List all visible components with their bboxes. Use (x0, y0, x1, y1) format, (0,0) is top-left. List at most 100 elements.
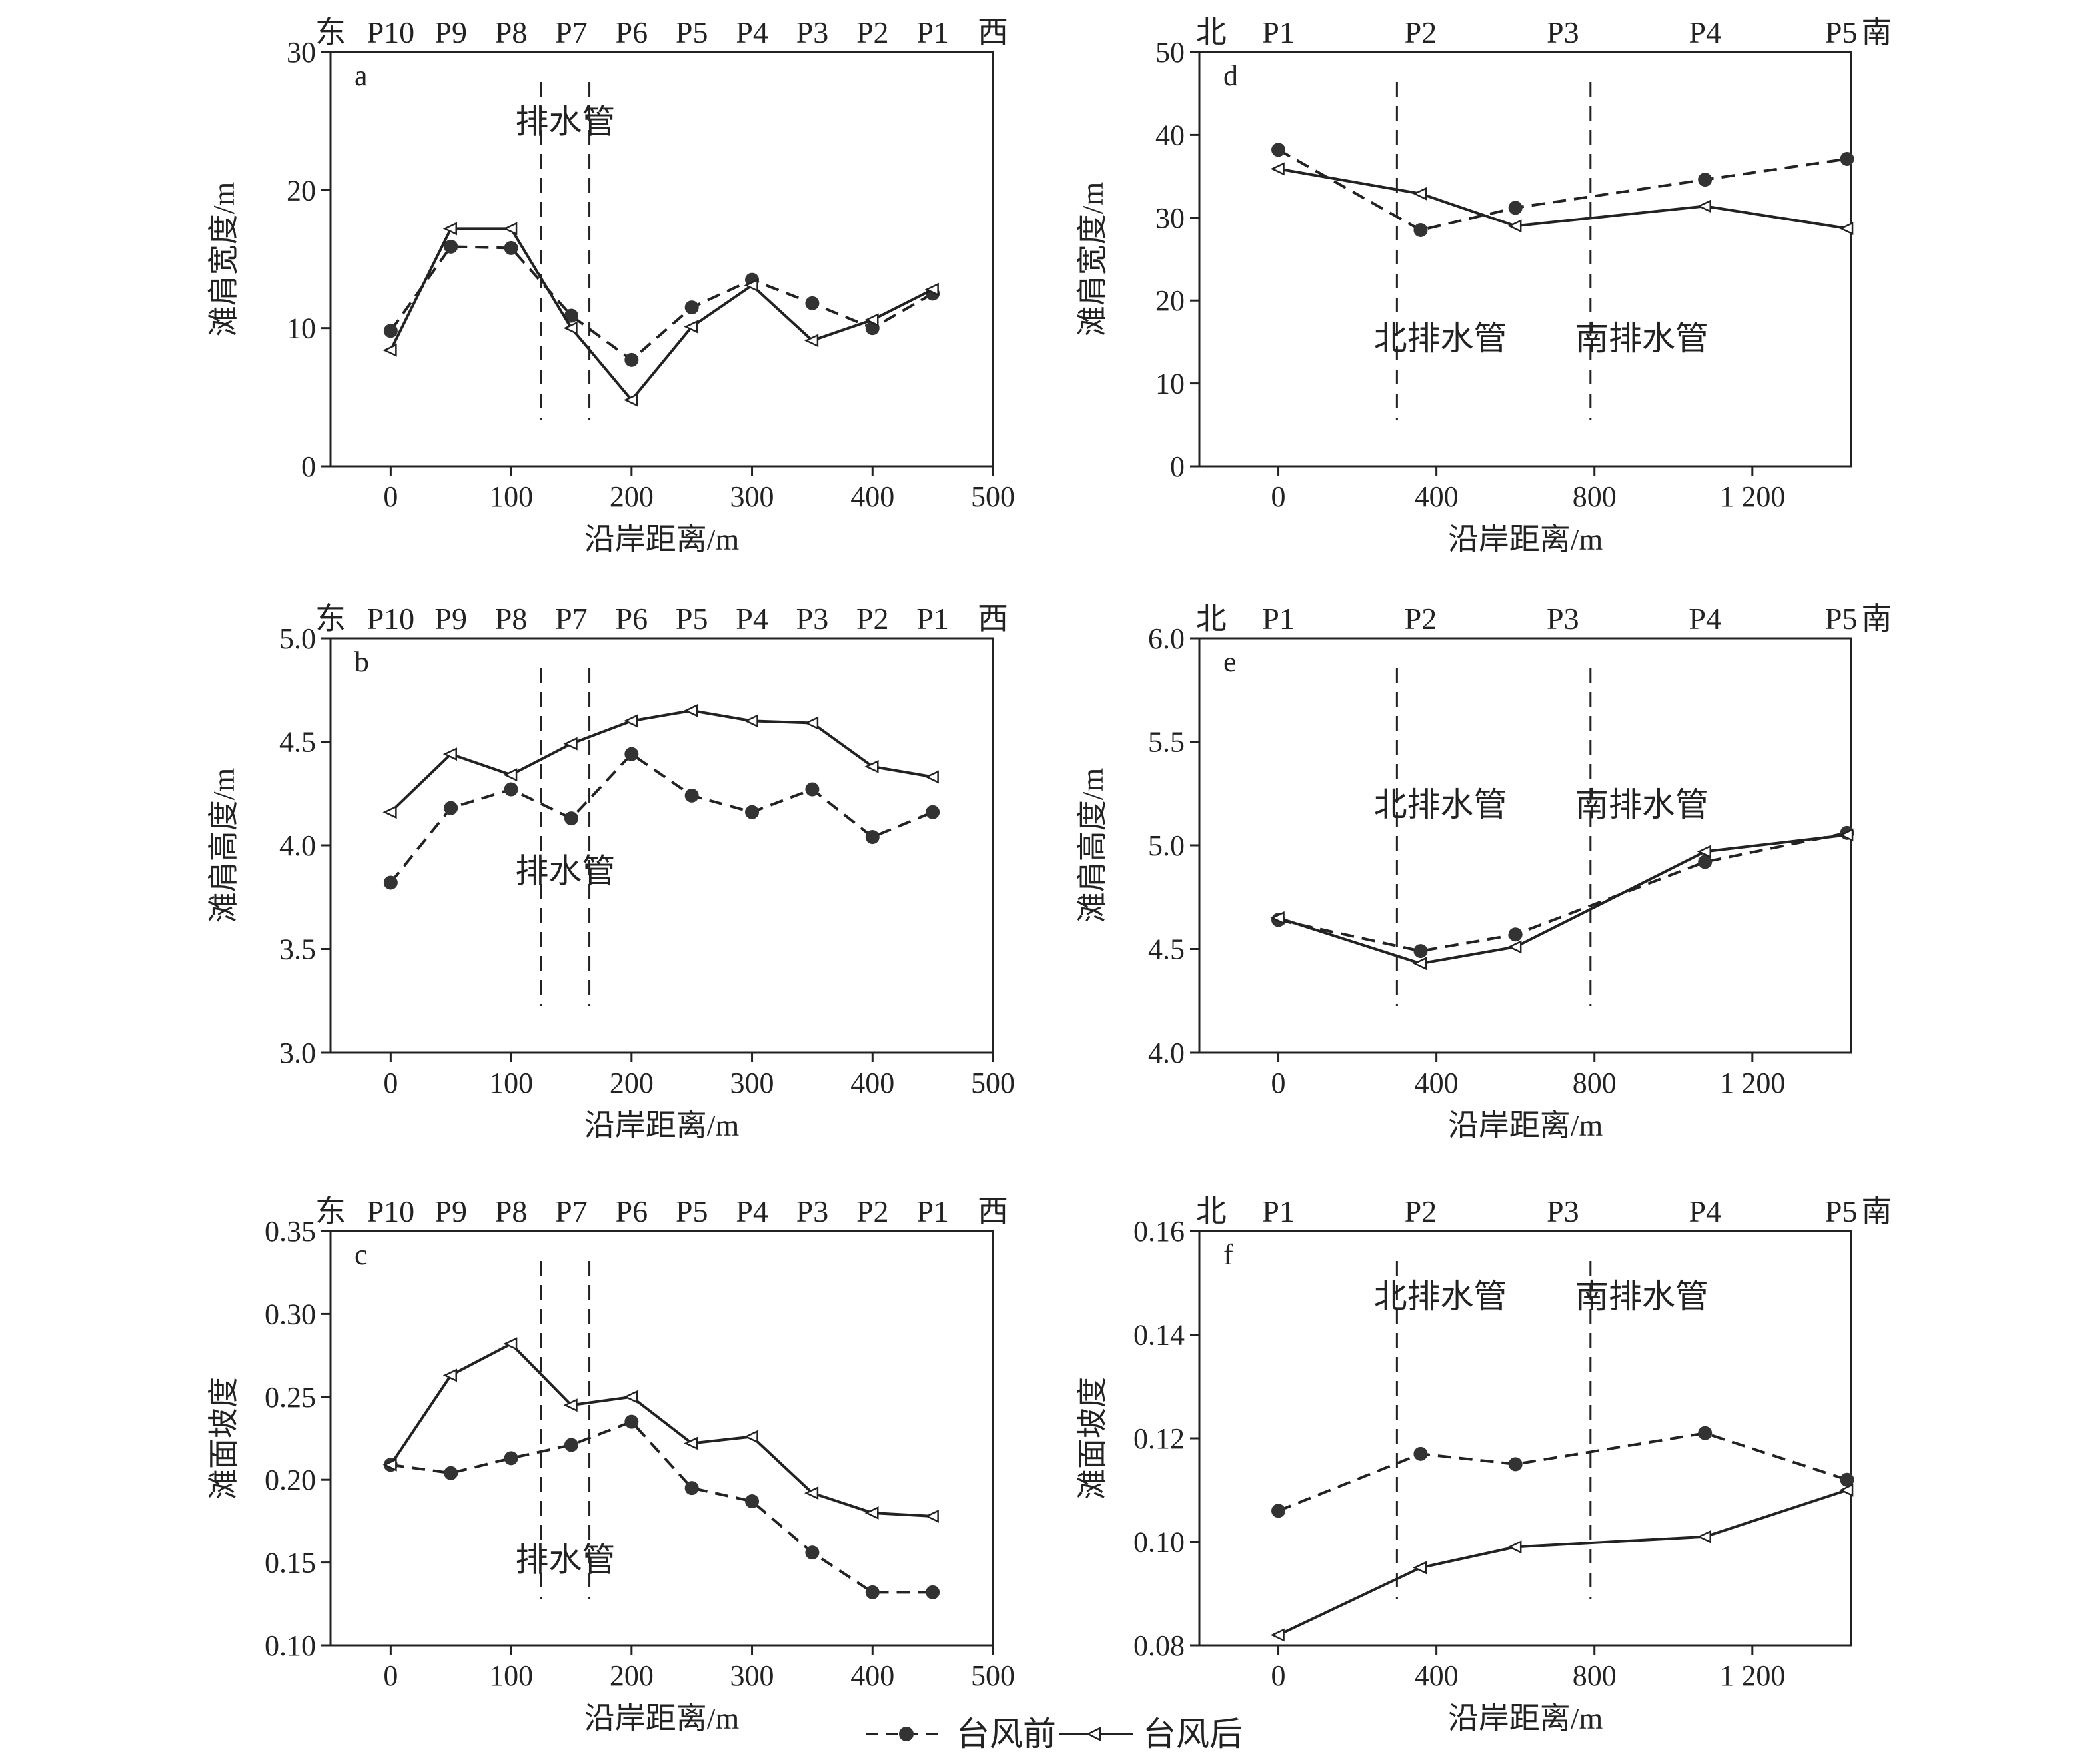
x-tick-label: 800 (1573, 480, 1617, 513)
station-label: 西 (978, 1194, 1008, 1228)
data-point-after (503, 1337, 518, 1351)
data-point-after (503, 768, 518, 782)
data-point-before (684, 1481, 699, 1496)
station-label: P7 (555, 602, 588, 636)
station-label: 北 (1196, 15, 1227, 49)
data-point-after (924, 1509, 939, 1523)
data-point-after (1507, 219, 1522, 233)
data-point-after (1412, 187, 1427, 201)
x-tick-label: 500 (971, 1659, 1015, 1692)
data-point-after (804, 1486, 819, 1500)
y-axis-title: 滩面坡度 (207, 1377, 241, 1500)
drain-pipe-label: 南排水管 (1575, 1278, 1709, 1315)
data-point-after (382, 1458, 397, 1472)
data-point-after (684, 320, 698, 334)
y-axis-title: 滩肩宽度/m (1075, 182, 1109, 337)
data-point-before (805, 1545, 820, 1560)
station-label: P9 (434, 1194, 467, 1228)
station-label: P3 (796, 15, 829, 49)
data-point-after (1507, 1540, 1522, 1554)
station-label: P1 (1262, 1194, 1295, 1228)
drain-pipe-label: 排水管 (515, 103, 615, 141)
station-label: P10 (367, 602, 415, 636)
x-tick-label: 1 200 (1719, 1067, 1785, 1099)
series-before-line (1278, 831, 1848, 953)
station-label: P10 (367, 15, 415, 49)
station-label: P4 (1689, 1194, 1721, 1228)
data-point-before (745, 1494, 760, 1509)
station-label: P5 (1825, 602, 1858, 636)
series-after-line (1277, 833, 1848, 965)
y-tick-label: 20 (1155, 284, 1185, 317)
panel-letter: f (1223, 1238, 1233, 1271)
x-tick-label: 400 (850, 1067, 894, 1099)
data-point-after (563, 1398, 578, 1412)
data-point-before (564, 811, 578, 826)
data-point-before (383, 324, 398, 338)
plot-frame (329, 637, 994, 1054)
data-point-after (684, 1436, 698, 1450)
data-point-after (924, 770, 939, 784)
station-label: 东 (315, 602, 346, 636)
y-tick-label: 4.5 (279, 726, 316, 759)
data-point-after (1270, 911, 1285, 925)
x-tick-label: 400 (850, 1659, 894, 1692)
station-label: P4 (736, 15, 768, 49)
station-label: P8 (495, 1194, 528, 1228)
station-label: P3 (1547, 1194, 1579, 1228)
panel-b: 3.0 3.5 4.0 4.5 5.0 0 100 200 300 400 500 东 P10 P9 P8 P… (207, 602, 1015, 1142)
data-point-before (805, 782, 820, 797)
drain-pipe-label: 南排水管 (1575, 786, 1709, 823)
data-point-before (444, 801, 458, 815)
drain-pipe-label: 北排水管 (1374, 1278, 1507, 1315)
y-tick-label: 0.30 (265, 1298, 316, 1330)
x-tick-label: 1 200 (1719, 480, 1785, 513)
station-label: P4 (736, 602, 768, 636)
plot-frame (329, 51, 994, 468)
data-point-after (864, 1506, 879, 1520)
station-label: 南 (1862, 15, 1892, 49)
y-tick-label: 5.5 (1148, 726, 1185, 759)
data-point-after (382, 805, 397, 819)
data-point-after (924, 282, 939, 296)
data-point-before (1698, 1426, 1713, 1440)
data-point-before (383, 875, 398, 890)
station-label: 南 (1862, 1194, 1892, 1228)
station-label: P3 (1547, 15, 1579, 49)
series-after-line (389, 227, 934, 402)
data-point-before (684, 300, 699, 315)
data-point-before (1413, 944, 1428, 959)
data-point-before (1698, 173, 1713, 187)
y-tick-label: 4.0 (1148, 1037, 1185, 1069)
station-label: P7 (555, 15, 588, 49)
data-point-before (1413, 222, 1428, 237)
panel-letter: e (1223, 646, 1237, 678)
station-label: P9 (434, 602, 467, 636)
y-tick-label: 0 (301, 450, 316, 483)
data-point-after (744, 278, 758, 292)
y-tick-label: 0.15 (265, 1547, 316, 1579)
y-axis-title: 滩肩宽度/m (207, 182, 241, 337)
x-tick-label: 100 (489, 1659, 533, 1692)
data-point-after (623, 1390, 638, 1404)
data-point-after (1507, 940, 1522, 954)
data-point-before (444, 239, 458, 254)
panel-letter: b (354, 646, 369, 678)
x-axis-title: 沿岸距离/m (1448, 522, 1603, 556)
drain-pipe-label: 北排水管 (1374, 786, 1507, 823)
plot-frame (1198, 51, 1852, 468)
x-tick-label: 0 (1271, 1067, 1286, 1099)
data-point-before (1413, 1446, 1428, 1461)
data-point-after (1839, 828, 1854, 842)
y-tick-label: 0.14 (1133, 1319, 1185, 1352)
x-tick-label: 0 (383, 480, 398, 513)
y-axis-title: 滩肩高度/m (207, 768, 241, 923)
data-point-before (624, 352, 639, 367)
data-point-before (504, 1451, 518, 1466)
y-tick-label: 6.0 (1148, 622, 1185, 655)
y-tick-label: 0.16 (1133, 1215, 1185, 1248)
y-tick-label: 0.20 (265, 1464, 316, 1496)
y-tick-label: 30 (287, 36, 316, 69)
data-point-after (1412, 957, 1427, 971)
